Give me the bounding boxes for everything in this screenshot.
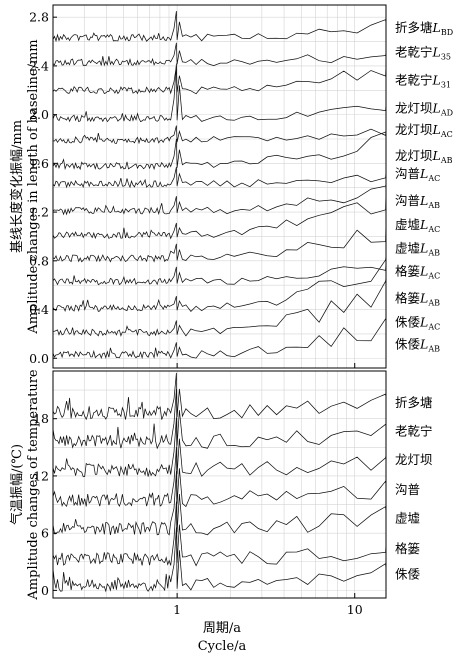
series-label: 老乾宁L35 [395,44,451,61]
series-line [52,11,387,43]
series-line [52,221,387,263]
series-line [52,417,387,478]
series-line [52,389,387,450]
y-tick-label: 18 [33,411,49,426]
series-line [52,191,387,240]
panel-top: 折多塘LBD老乾宁L35老乾宁L31龙灯坝LAD龙灯坝LAC龙灯坝LAB沟普LA… [9,4,453,369]
x-axis-label-en: Cycle/a [198,639,247,654]
y-tick-label: 2.8 [29,10,49,25]
series-line [52,65,387,95]
y-axis-label-cn: 气温振幅/(℃) [9,444,25,525]
series-label: 侏倭LAC [395,315,440,332]
series-label: 沟普LAB [395,193,440,210]
series-label: 侏倭LAB [395,337,440,354]
series-label: 虚墟LAB [395,240,440,257]
series-label: 龙灯坝LAD [395,100,453,117]
series-label: 龙灯坝 [395,452,433,467]
series-label: 龙灯坝LAB [395,148,453,165]
series-label: 老乾宁L31 [395,72,451,89]
series-label: 折多塘 [395,395,433,410]
series-line [52,63,387,123]
y-axis-label-en: Amplitude changes in length of baseline/… [26,39,41,334]
y-tick-label: 2.4 [29,58,49,73]
series-label: 格篓 [395,541,420,556]
series-label: 虚墟 [395,510,420,525]
series-label: 虚墟LAC [395,217,440,234]
series-line [52,184,387,216]
series-line [52,317,387,360]
series-label: 侏倭 [395,567,421,582]
x-tick-label: 1 [173,602,181,617]
y-tick-label: 0 [41,583,49,598]
y-tick-label: 0.8 [29,253,49,268]
series-label: 老乾宁 [395,424,433,439]
y-tick-label: 2.0 [29,107,49,122]
series-label: 格篓LAC [395,264,440,281]
series-line [52,527,387,593]
series-label: 沟普 [395,482,420,497]
series-label: 沟普LAC [395,166,440,183]
series-line [52,42,387,67]
series-line [52,447,387,508]
series-label: 折多塘LBD [395,20,453,37]
series-line [52,471,387,536]
x-tick-label: 10 [347,602,363,617]
series-line [52,131,387,171]
y-tick-label: 1.2 [29,205,49,220]
y-axis-label-en: Amplitude changes of temperature [26,369,41,600]
series-line [52,125,387,145]
y-tick-label: 0.0 [29,351,49,366]
y-tick-label: 1.6 [29,156,49,171]
plot-frame [52,370,387,599]
x-axis-label-cn: 周期/a [203,621,241,636]
y-tick-label: 12 [33,468,49,483]
series-line [52,372,387,421]
series-line [52,261,387,286]
y-tick-label: 0.4 [29,302,49,317]
series-line [52,277,387,337]
series-label: 龙灯坝LAC [395,122,453,139]
series-label: 格篓LAB [395,290,440,307]
plot-frame [52,4,387,369]
y-axis-label-cn: 基线长度变化振幅/mm [9,120,25,253]
y-tick-label: 6 [41,526,49,541]
series-line [52,501,387,567]
series-line [52,166,387,189]
series-line [52,255,387,312]
